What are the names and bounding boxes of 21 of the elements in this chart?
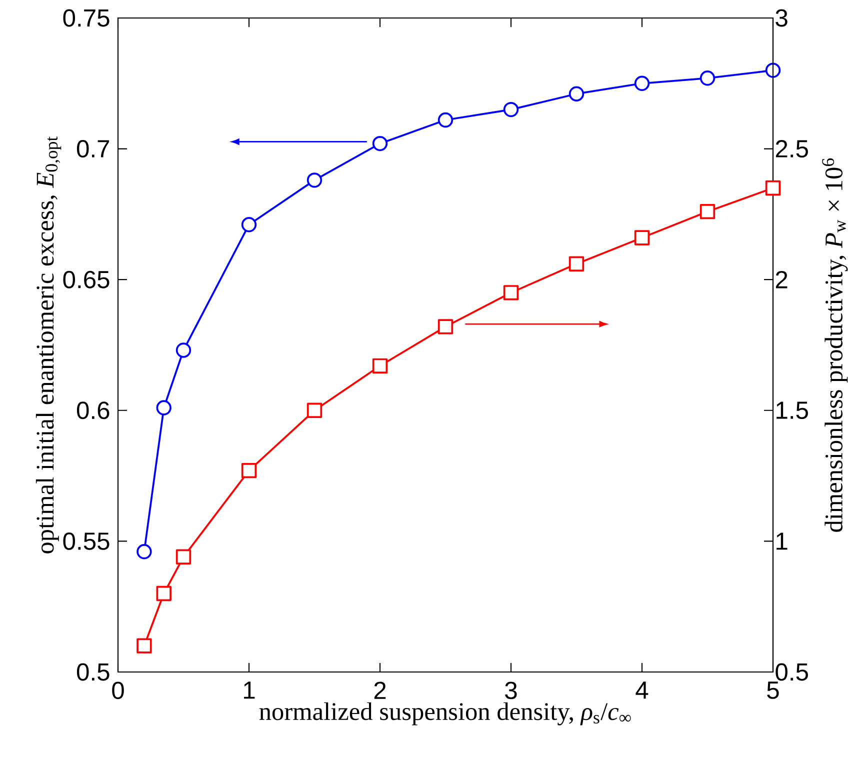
x-tick-label: 4 [636, 682, 648, 699]
x-tick-label: 0 [112, 682, 124, 700]
y2-tick-label: 0.5 [776, 663, 808, 681]
y2-tick-label: 3 [776, 9, 788, 27]
y-tick-label: 0.7 [76, 140, 110, 158]
y-tick-label: 0.5 [76, 663, 110, 681]
x-axis-title: normalized suspension density, ρ$_{s}$/c$_{∞}$ [259, 702, 631, 726]
y2-tick-label: 1.5 [776, 402, 808, 420]
y-tick-label: 0.6 [76, 402, 110, 420]
y2-tick-label: 2 [776, 270, 788, 288]
y2-tick-label: 2.5 [776, 140, 808, 158]
y-tick-label: 0.75 [63, 9, 110, 27]
y-tick-label: 0.65 [63, 270, 110, 288]
y2-axis-title: dimensionless productivity, P$_{w}$ × 10$^{6}$ [822, 158, 848, 532]
y-tick-label: 0.55 [63, 532, 110, 550]
y-axis-title: optimal initial enantiomeric excess, E$_{0,opt}$ [36, 136, 62, 554]
x-tick-label: 2 [374, 682, 386, 699]
x-tick-label: 1 [244, 682, 255, 699]
x-tick-label: 3 [505, 682, 517, 700]
x-tick-label: 5 [767, 682, 779, 699]
y2-tick-label: 1 [776, 532, 788, 550]
